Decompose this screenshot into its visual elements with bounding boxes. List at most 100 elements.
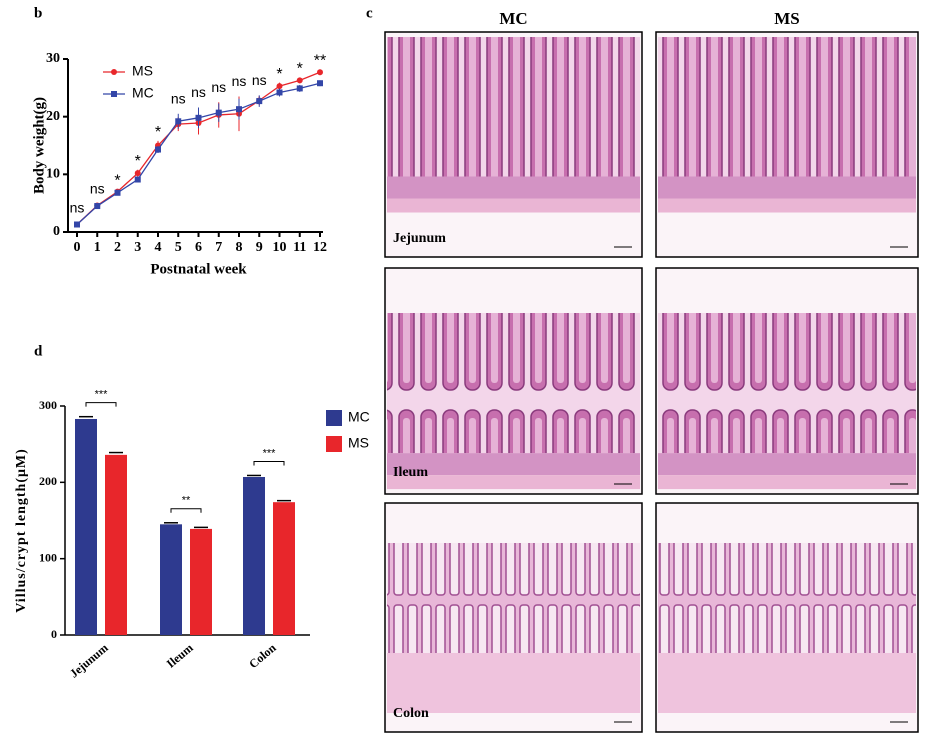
crypts [387,543,640,653]
point [256,98,263,105]
point [276,89,283,96]
x-tick-label: 11 [293,240,306,255]
significance-bracket [85,402,117,407]
significance: ns [70,199,85,215]
bar [75,418,97,635]
point [296,85,303,92]
significance: *** [263,447,277,459]
significance: ns [211,79,226,95]
point [175,118,182,125]
significance: ** [314,53,326,70]
villi [387,313,640,454]
x-tick-label: 12 [313,240,327,255]
x-tick-label: Ileum [164,641,196,671]
significance: * [114,173,120,190]
panel-label: b [34,5,42,21]
mucosa [658,176,916,199]
point [317,69,323,76]
y-tick-label: 10 [46,167,60,182]
point [134,176,141,183]
row-label: Jejunum [393,231,446,246]
x-tick-label: 9 [256,240,263,255]
villi [387,37,640,177]
point [276,83,283,90]
legend-label: MC [348,409,370,425]
y-tick-label: 100 [39,550,57,564]
villi [658,37,916,177]
significance: * [297,61,303,78]
villi [658,313,916,454]
muscle [658,198,916,213]
muscle [387,198,640,213]
y-tick-label: 300 [39,398,57,412]
significance: ns [171,90,186,106]
column-title: MC [499,9,527,28]
x-tick-label: 6 [195,240,202,255]
row-label: Colon [393,706,429,721]
mucosa [658,453,916,476]
x-tick-label: 7 [215,240,222,255]
legend-marker [111,69,117,75]
x-tick-label: Jejunum [67,641,111,681]
muscle [387,653,640,713]
legend-swatch [326,436,342,452]
muscle [387,475,640,490]
bar [243,476,265,635]
x-tick-label: 4 [155,240,162,255]
y-axis-label: Villus/crypt length(μM) [14,448,29,613]
significance: * [135,153,141,170]
crypts [658,543,916,653]
panel-label: c [366,5,373,21]
point [195,114,202,121]
series-line [76,82,321,225]
mucosa [387,176,640,199]
point [94,203,101,210]
significance: ns [90,180,105,196]
mucosa [387,453,640,476]
significance: ** [182,495,191,507]
muscle [658,653,916,713]
point [296,77,303,84]
y-tick-label: 20 [46,109,60,124]
significance: *** [95,389,109,401]
y-axis-label: Body weight(g) [31,97,47,194]
significance-bracket [170,508,202,513]
point [114,189,121,196]
significance: * [155,124,161,141]
point [317,80,323,87]
legend-swatch [326,410,342,426]
column-title: MS [774,9,800,28]
x-tick-label: 0 [74,240,81,255]
legend-label: MS [348,435,369,451]
y-tick-label: 0 [51,627,57,641]
x-tick-label: 5 [175,240,182,255]
bar [160,524,182,635]
legend-marker [111,91,117,97]
point [236,106,242,113]
point [155,146,161,153]
x-tick-label: 3 [134,240,141,255]
bar [273,502,295,635]
significance: ns [191,84,206,100]
y-tick-label: 30 [46,51,60,66]
significance: ns [232,73,247,89]
x-axis-label: Postnatal week [150,261,247,277]
significance: * [276,66,282,83]
x-tick-label: 8 [236,240,243,255]
row-label: Ileum [393,465,428,480]
legend-label: MS [132,63,153,79]
bar [190,528,212,635]
bar [105,454,127,635]
y-tick-label: 0 [53,224,60,239]
point [215,109,222,116]
significance-bracket [253,460,285,466]
x-tick-label: 2 [114,240,121,255]
muscle [658,475,916,490]
y-tick-label: 200 [39,474,57,488]
x-tick-label: Colon [246,640,279,671]
point [74,221,80,228]
significance: ns [252,72,267,88]
legend-label: MC [132,85,154,101]
